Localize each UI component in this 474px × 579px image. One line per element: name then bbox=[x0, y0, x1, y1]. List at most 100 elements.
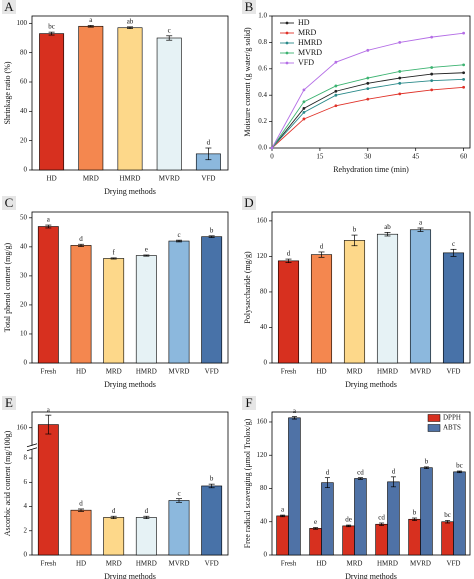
x-tick-label: MVRD bbox=[410, 368, 431, 376]
x-tick-label: VFD bbox=[205, 368, 219, 376]
significance-letter: d bbox=[112, 507, 116, 515]
bar bbox=[70, 509, 92, 556]
bar bbox=[135, 517, 157, 556]
bar bbox=[288, 417, 301, 556]
axis-break bbox=[26, 447, 38, 452]
x-tick-label: 0 bbox=[270, 153, 274, 161]
significance-letter: ab bbox=[127, 17, 134, 25]
bar bbox=[156, 37, 182, 171]
y-tick-label: 30 bbox=[20, 271, 28, 279]
marker bbox=[398, 70, 402, 73]
significance-letter: a bbox=[47, 406, 51, 414]
bar bbox=[168, 500, 190, 556]
marker bbox=[334, 104, 338, 108]
bar bbox=[408, 518, 421, 556]
y-axis-label: Free radical scavenging (μmol Trolox/g) bbox=[243, 418, 252, 548]
bar bbox=[201, 485, 223, 556]
x-tick-label: MVRD bbox=[410, 560, 431, 568]
legend-marker bbox=[285, 31, 289, 35]
marker bbox=[398, 81, 402, 85]
marker bbox=[366, 87, 370, 90]
panel-label-bg bbox=[242, 0, 256, 14]
x-tick-label: VFD bbox=[446, 368, 460, 376]
x-tick-label: Fresh bbox=[281, 560, 297, 568]
y-tick-label: 60 bbox=[20, 78, 28, 86]
marker bbox=[462, 31, 466, 35]
x-axis-label: Rehydration time (min) bbox=[333, 165, 409, 174]
x-tick-label: Fresh bbox=[41, 368, 57, 376]
x-tick-label: HMRD bbox=[377, 560, 398, 568]
significance-letter: f bbox=[112, 248, 115, 256]
y-axis-label: Shrinkage ratio (%) bbox=[3, 61, 12, 124]
x-tick-label: HMRD bbox=[377, 368, 398, 376]
y-tick-label: 10 bbox=[20, 330, 28, 338]
y-tick-label: 0 bbox=[24, 551, 28, 559]
plot-frame bbox=[31, 211, 229, 364]
significance-letter: a bbox=[281, 506, 285, 514]
bar bbox=[135, 255, 157, 364]
y-tick-label: 40 bbox=[20, 107, 28, 115]
legend-label: HMRD bbox=[298, 38, 322, 47]
marker bbox=[302, 110, 306, 114]
y-tick-label: 0 bbox=[264, 359, 268, 367]
marker bbox=[270, 146, 274, 150]
bar bbox=[453, 471, 466, 556]
marker bbox=[366, 76, 370, 80]
x-tick-label: VFD bbox=[201, 175, 215, 183]
significance-letter: e bbox=[145, 246, 148, 254]
y-tick-label: 80 bbox=[260, 288, 268, 296]
y-axis-label: Ascorbic acid content (mg/100g) bbox=[3, 430, 12, 536]
marker bbox=[398, 41, 402, 44]
legend-marker bbox=[285, 21, 289, 25]
y-tick-label: 20 bbox=[20, 136, 28, 144]
y-tick-label: 120 bbox=[257, 451, 268, 459]
marker bbox=[462, 71, 466, 75]
marker bbox=[462, 63, 466, 67]
bar bbox=[39, 33, 65, 171]
legend-label: MVRD bbox=[298, 48, 322, 57]
significance-letter: b bbox=[413, 509, 417, 517]
panel-label: F bbox=[245, 395, 252, 410]
legend-swatch bbox=[427, 424, 441, 432]
marker bbox=[430, 35, 434, 39]
bar bbox=[78, 25, 104, 171]
x-axis-label: Drying methods bbox=[104, 380, 156, 389]
y-tick-label: 0.2 bbox=[258, 117, 267, 125]
marker bbox=[302, 107, 306, 110]
panel-label-bg bbox=[2, 396, 16, 410]
significance-letter: bc bbox=[444, 511, 451, 519]
bar bbox=[103, 258, 125, 364]
significance-letter: e bbox=[314, 518, 317, 526]
panel-label-bg bbox=[242, 396, 256, 410]
significance-letter: d bbox=[79, 500, 83, 508]
significance-letter: c bbox=[452, 240, 455, 248]
x-tick-label: MVRD bbox=[168, 368, 189, 376]
significance-letter: a bbox=[293, 407, 297, 415]
x-tick-label: HD bbox=[316, 560, 326, 568]
bar bbox=[168, 240, 190, 364]
significance-letter: c bbox=[177, 231, 180, 239]
significance-letter: c bbox=[177, 489, 180, 497]
marker bbox=[398, 92, 402, 96]
panel-label-bg bbox=[2, 0, 16, 14]
marker bbox=[334, 60, 338, 64]
x-tick-label: HMRD bbox=[136, 368, 157, 376]
y-tick-label: 4 bbox=[24, 502, 28, 510]
significance-letter: bc bbox=[456, 462, 463, 470]
marker bbox=[430, 79, 434, 83]
marker bbox=[462, 77, 466, 81]
y-tick-label: 20 bbox=[20, 301, 28, 309]
bar bbox=[276, 515, 289, 556]
y-tick-label: 40 bbox=[20, 242, 28, 250]
y-tick-label: 0.8 bbox=[258, 38, 267, 46]
bar bbox=[37, 226, 59, 364]
y-tick-label: 50 bbox=[20, 213, 28, 221]
y-tick-label: 2 bbox=[24, 526, 28, 534]
legend-label: ABTS bbox=[443, 424, 461, 432]
y-tick-label: 100 bbox=[17, 19, 28, 27]
y-tick-label: 6 bbox=[24, 478, 28, 486]
bar bbox=[387, 481, 400, 556]
y-tick-label: 0 bbox=[264, 551, 268, 559]
bar bbox=[420, 467, 433, 556]
plot-frame bbox=[271, 211, 471, 364]
